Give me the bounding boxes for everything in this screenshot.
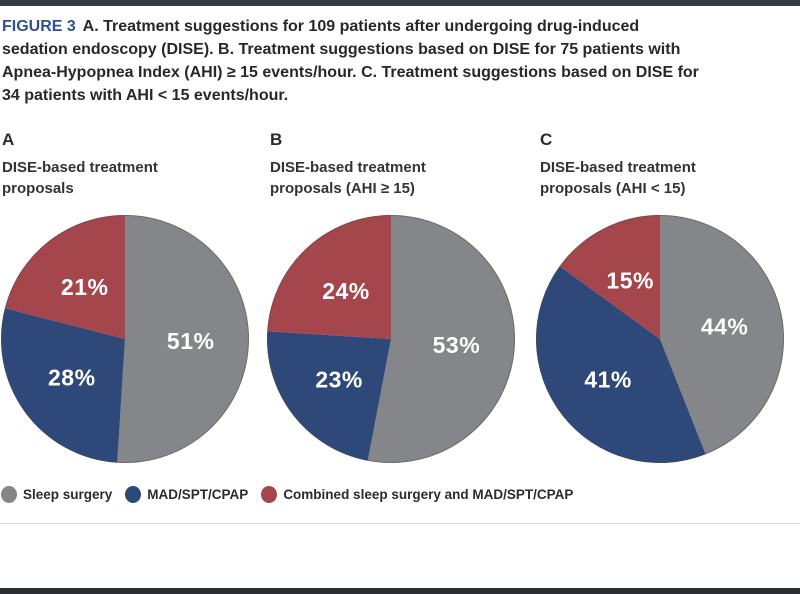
pie-value-label: 53% — [433, 332, 481, 358]
pie-outline — [1, 215, 249, 463]
top-rule-bar — [0, 0, 800, 6]
panel-a-title: DISE-based treatment proposals — [2, 157, 260, 199]
caption-line-1: FIGURE 3 A. Treatment suggestions for 10… — [2, 15, 798, 38]
pie-outline — [267, 215, 515, 463]
panel-a-title-line-1: DISE-based treatment — [2, 159, 158, 176]
panel-b-title-line-2: proposals (AHI ≥ 15) — [270, 180, 415, 197]
pie-slice-mad-spt-cpap — [266, 331, 391, 461]
footnote-divider — [0, 523, 800, 524]
pie-value-label: 15% — [606, 267, 654, 293]
pie-slice-combined-sleep-surgery-and-mad-spt-cpap — [559, 215, 660, 339]
panel-b-header: B DISE-based treatment proposals (AHI ≥ … — [270, 131, 528, 199]
panel-c-title-line-1: DISE-based treatment — [540, 159, 696, 176]
panel-b-letter: B — [270, 130, 283, 149]
caption-line-2: sedation endoscopy (DISE). B. Treatment … — [2, 41, 681, 58]
pie-chart-b: 53% 23% 24% — [266, 215, 516, 463]
pie-chart-c: 44% 41% 15% — [535, 215, 784, 464]
legend-item-combined: Combined sleep surgery and MAD/SPT/CPAP — [261, 486, 573, 503]
pie-slice-sleep-surgery — [117, 215, 249, 463]
legend-label-combined: Combined sleep surgery and MAD/SPT/CPAP — [283, 487, 574, 502]
panel-b-title: DISE-based treatment proposals (AHI ≥ 15… — [270, 157, 528, 199]
legend-label-mad-spt-cpap: MAD/SPT/CPAP — [147, 487, 249, 502]
bottom-rule-bar — [0, 588, 800, 594]
caption-line-1-text: A. Treatment suggestions for 109 patient… — [82, 18, 640, 35]
pie-slice-combined-sleep-surgery-and-mad-spt-cpap — [4, 215, 125, 339]
pie-value-label: 24% — [322, 278, 370, 304]
legend: Sleep surgery MAD/SPT/CPAP Combined slee… — [1, 486, 573, 503]
legend-item-sleep-surgery: Sleep surgery — [1, 486, 112, 503]
legend-label-sleep-surgery: Sleep surgery — [23, 487, 113, 502]
pie-value-label: 41% — [584, 366, 632, 392]
panel-a-header: A DISE-based treatment proposals — [2, 131, 260, 199]
panel-b-title-line-1: DISE-based treatment — [270, 159, 426, 176]
pie-slice-mad-spt-cpap — [1, 308, 125, 463]
caption-line-4: 34 patients with AHI < 15 events/hour. — [2, 87, 289, 104]
legend-item-mad-spt-cpap: MAD/SPT/CPAP — [125, 486, 248, 503]
panel-a-title-line-2: proposals — [2, 180, 74, 197]
panel-c-header: C DISE-based treatment proposals (AHI < … — [540, 131, 798, 199]
pie-value-label: 44% — [701, 314, 749, 340]
pie-value-label: 23% — [315, 366, 363, 392]
pie-value-label: 28% — [48, 365, 96, 391]
pie-outline — [536, 215, 784, 463]
pie-chart-a: 51% 28% 21% — [1, 215, 249, 463]
mad-spt-cpap-swatch-icon — [125, 486, 142, 503]
panel-a-letter: A — [2, 130, 15, 149]
pie-slice-combined-sleep-surgery-and-mad-spt-cpap — [267, 215, 391, 339]
figure-caption: FIGURE 3 A. Treatment suggestions for 10… — [2, 15, 798, 107]
panel-c-title: DISE-based treatment proposals (AHI < 15… — [540, 157, 798, 199]
panel-c-title-line-2: proposals (AHI < 15) — [540, 180, 686, 197]
abbreviation-footnote: CPAP = continuous positive airway pressu… — [2, 537, 587, 594]
pie-slice-mad-spt-cpap — [535, 266, 706, 464]
pie-value-label: 21% — [61, 274, 109, 300]
figure-number-label: FIGURE 3 — [2, 18, 76, 35]
pie-value-label: 51% — [167, 328, 215, 354]
sleep-surgery-swatch-icon — [1, 486, 17, 503]
combined-swatch-icon — [261, 486, 278, 503]
panel-c-letter: C — [540, 130, 553, 149]
pie-slice-sleep-surgery — [367, 215, 516, 463]
caption-line-3: Apnea-Hypopnea Index (AHI) ≥ 15 events/h… — [2, 64, 699, 81]
pie-slice-sleep-surgery — [660, 215, 784, 455]
